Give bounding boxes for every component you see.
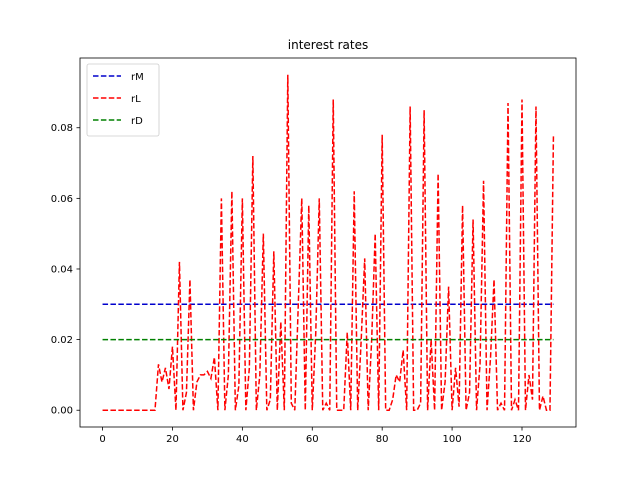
x-tick-label: 20 bbox=[166, 434, 179, 445]
legend-box bbox=[86, 63, 160, 137]
legend-label-rM: rM bbox=[131, 72, 144, 83]
legend: rM rL rD bbox=[86, 63, 160, 137]
series-line-rL bbox=[102, 74, 555, 411]
axes-layer: 0 20 40 60 80 100 120 0.00 0.02 0.04 0.06 0.08 bbox=[51, 57, 577, 445]
legend-label-rL: rL bbox=[131, 94, 141, 105]
x-tick-label: 120 bbox=[512, 434, 531, 445]
series-layer bbox=[102, 74, 555, 411]
x-tick-label: 60 bbox=[306, 434, 319, 445]
legend-label-rD: rD bbox=[131, 116, 143, 127]
y-tick-label: 0.02 bbox=[51, 335, 73, 346]
chart-title: interest rates bbox=[288, 38, 368, 52]
x-tick-label: 100 bbox=[443, 434, 462, 445]
plot-frame bbox=[79, 57, 577, 428]
y-tick-label: 0.08 bbox=[51, 123, 73, 134]
x-tick-label: 0 bbox=[99, 434, 105, 445]
x-tick-label: 80 bbox=[376, 434, 389, 445]
y-tick-label: 0.04 bbox=[51, 264, 73, 275]
y-tick-label: 0.06 bbox=[51, 194, 73, 205]
y-tick-label: 0.00 bbox=[51, 406, 73, 417]
x-tick-label: 40 bbox=[236, 434, 249, 445]
